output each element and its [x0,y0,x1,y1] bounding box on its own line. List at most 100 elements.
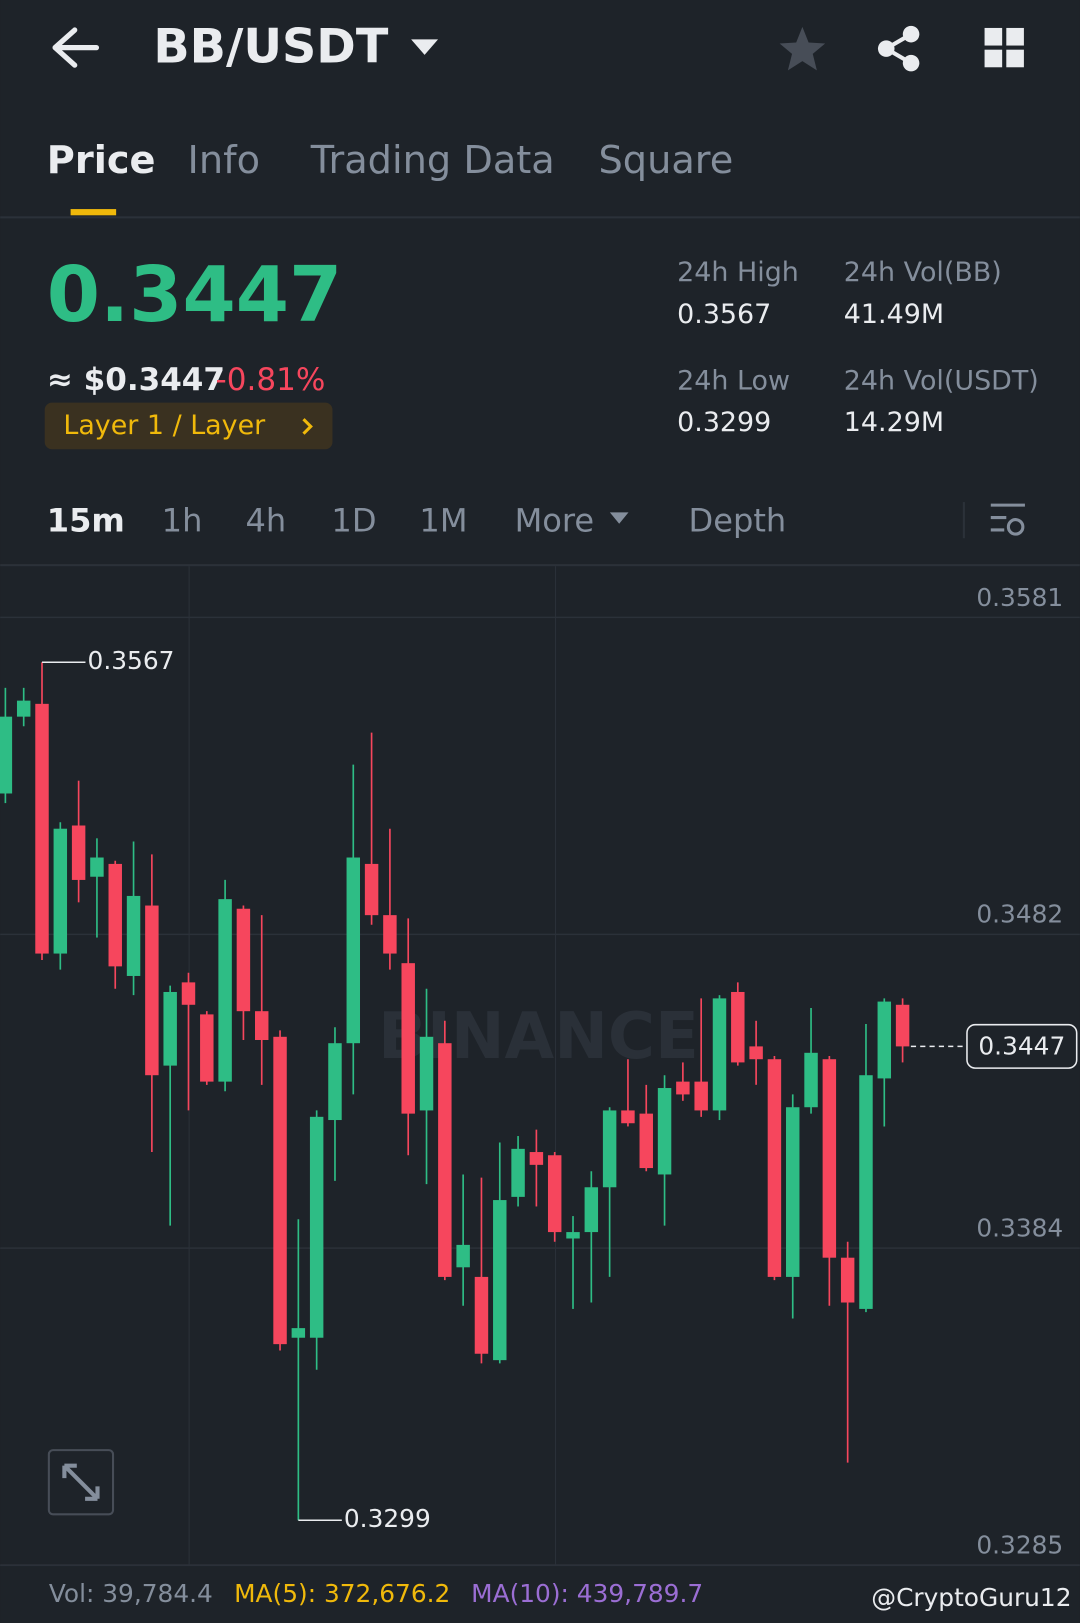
pair-dropdown[interactable] [411,39,439,55]
stat-value: 41.49M [844,299,944,330]
candlestick-chart: 0.3581 0.3482 0.3384 0.3285 0.3567 0.3299 0.34… [0,583,1080,1566]
candle-body [309,1116,324,1338]
candle-body [840,1257,855,1303]
chart-settings-icon[interactable] [990,503,1025,536]
last-price: 0.3447 [47,251,343,340]
pair-title[interactable]: BB/USDT [153,20,388,75]
interval[interactable]: 1M [419,502,467,540]
interval-more[interactable]: More [515,502,595,540]
share-icon[interactable] [877,25,920,72]
candle-body [566,1232,580,1239]
candle-body [767,1059,782,1277]
candle-body [71,825,86,880]
candle-body [90,857,104,877]
candle-body [16,700,31,717]
tag-chip[interactable] [44,402,333,450]
low-marker-label: 0.3299 [344,1504,431,1533]
stat-label: 24h High [677,257,799,288]
v-grid-line [555,566,557,1567]
candle-body [273,1036,287,1345]
interval[interactable]: 1D [331,502,376,540]
tab[interactable]: Price [47,138,156,183]
candle-body [602,1110,617,1188]
candle-body [126,895,141,976]
candle-body [419,1036,434,1111]
candle-body [346,857,361,1044]
candle-body [639,1113,653,1169]
candle-body [822,1059,837,1258]
volume-label: Vol: 39,784.4 [49,1579,213,1608]
candle-body [895,1004,910,1047]
stat-label: 24h Low [677,365,790,396]
candle-body [859,1075,873,1309]
candle-body [218,899,232,1082]
candle-body [383,915,397,954]
credit: @CryptoGuru12 [871,1583,1071,1612]
candle-body [401,963,415,1114]
candle-body [694,1081,708,1111]
candle-body [145,905,159,1076]
back-button[interactable] [52,27,100,68]
candle-body [291,1328,306,1338]
candle-body [0,716,13,794]
candle-body [877,1001,892,1079]
stat-label: 24h Vol(USDT) [844,365,1039,396]
y-tick-label: 0.3384 [976,1213,1063,1242]
divider [0,216,1080,219]
candle-body [804,1052,818,1108]
candle-body [163,991,177,1066]
tag-chevron [302,418,313,435]
depth-tab[interactable]: Depth [689,502,787,540]
divider [0,564,1080,567]
candle-body [53,828,68,954]
candle-body [749,1046,763,1060]
y-tick-label: 0.3482 [976,900,1063,929]
divider [962,502,965,539]
candle-body [438,1043,452,1277]
candle-body [731,991,745,1063]
stat-label: 24h Vol(BB) [844,257,1002,288]
tab[interactable]: Info [188,138,260,183]
candle-body [712,998,727,1111]
stat-value: 0.3299 [677,407,771,438]
candle-body [108,863,122,967]
interval[interactable]: 4h [246,502,287,540]
candle-body [200,1014,214,1082]
y-tick-label: 0.3581 [976,583,1063,612]
tab-indicator [70,209,117,216]
stat-value: 0.3567 [677,299,771,330]
candle-body [328,1043,342,1121]
ma10-label: MA(10): 439,789.7 [471,1579,703,1608]
usd-price: ≈ $0.3447 [47,362,225,398]
candle-body [474,1276,489,1354]
candle-body [786,1107,800,1277]
candle-body [236,908,251,1012]
ma5-label: MA(5): 372,676.2 [234,1579,450,1608]
y-tick-label: 0.3285 [976,1530,1063,1559]
grid-icon[interactable] [984,27,1024,68]
last-price-box [966,1023,1078,1069]
divider [0,1565,1080,1567]
tab[interactable]: Square [598,138,733,183]
candle-body [657,1088,672,1175]
candle-body [255,1011,269,1040]
favorite-icon[interactable] [779,26,826,71]
last-price-label: 0.3447 [978,1031,1065,1060]
candle-body [364,863,379,916]
candle-body [584,1187,599,1233]
candle-body [621,1110,635,1124]
high-marker-label: 0.3567 [88,646,175,675]
tag-text[interactable]: Layer 1 / Layer [63,410,266,441]
interval[interactable]: 15m [47,502,125,540]
more-caret [609,512,629,524]
interval[interactable]: 1h [162,502,203,540]
tab[interactable]: Trading Data [310,138,555,183]
fullscreen-button[interactable] [47,1449,115,1516]
candle-body [493,1200,507,1361]
candle-body [35,703,49,954]
candle-body [529,1152,544,1165]
candle-body [181,982,196,1005]
candle-body [547,1155,562,1233]
